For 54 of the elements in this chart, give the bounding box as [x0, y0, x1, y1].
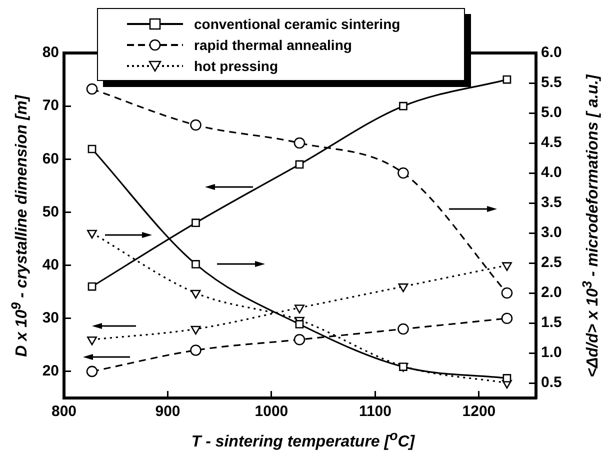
y-tick-label: 20	[42, 362, 59, 380]
y-tick-label: 60	[42, 150, 59, 168]
point	[87, 230, 97, 239]
point	[502, 262, 512, 271]
y2-tick-label: 1.5	[541, 314, 562, 332]
y2-tick-label: 4.5	[541, 134, 562, 152]
x-tick-label: 1200	[462, 403, 496, 420]
y2-tick-label: 5.5	[541, 74, 562, 92]
point	[86, 366, 98, 378]
y-tick-label: 50	[42, 203, 59, 220]
point	[398, 283, 408, 292]
x-tick-label: 1000	[254, 403, 288, 420]
point	[87, 336, 97, 346]
point	[88, 144, 96, 154]
point	[399, 102, 408, 110]
point	[502, 374, 512, 382]
point	[190, 326, 201, 335]
y2-tick-label: 0.5	[541, 374, 562, 392]
y2-tick-label: 3.5	[541, 194, 562, 212]
legend-label: rapid thermal annealing	[194, 36, 352, 52]
y2-tick-label: 6.0	[541, 44, 562, 62]
point	[502, 75, 512, 84]
point	[501, 287, 513, 299]
point	[190, 344, 202, 356]
y-tick-label: 80	[42, 44, 59, 62]
y-tick-label: 30	[42, 310, 59, 327]
point	[295, 320, 304, 328]
y2-tick-label: 5.0	[541, 104, 562, 122]
y2-tick-label: 4.0	[541, 164, 562, 182]
y-tick-label: 70	[42, 97, 59, 114]
point	[190, 119, 202, 131]
point	[294, 334, 306, 346]
point	[190, 290, 201, 299]
y2-tick-label: 1.0	[541, 344, 562, 362]
y2-tick-label: 3.0	[541, 224, 562, 242]
legend-label: hot pressing	[194, 58, 278, 74]
point	[501, 312, 513, 324]
y-tick-label: 40	[42, 256, 59, 274]
point	[86, 83, 98, 95]
x-tick-label: 900	[155, 403, 180, 420]
point	[398, 167, 409, 179]
x-tick-label: 1100	[358, 403, 392, 420]
y2-tick-label: 2.5	[541, 254, 562, 272]
point	[398, 323, 409, 335]
point	[192, 218, 200, 228]
legend-label: conventional ceramic sintering	[194, 16, 400, 32]
x-tick-label: 800	[51, 403, 77, 420]
point	[192, 260, 200, 268]
x-axis-title: T - sintering temperature [$^{o}$C]	[190, 428, 416, 452]
point	[295, 160, 304, 169]
y2-tick-label: 2.0	[541, 284, 562, 302]
point	[88, 282, 96, 291]
point	[294, 137, 306, 149]
point	[294, 304, 304, 314]
